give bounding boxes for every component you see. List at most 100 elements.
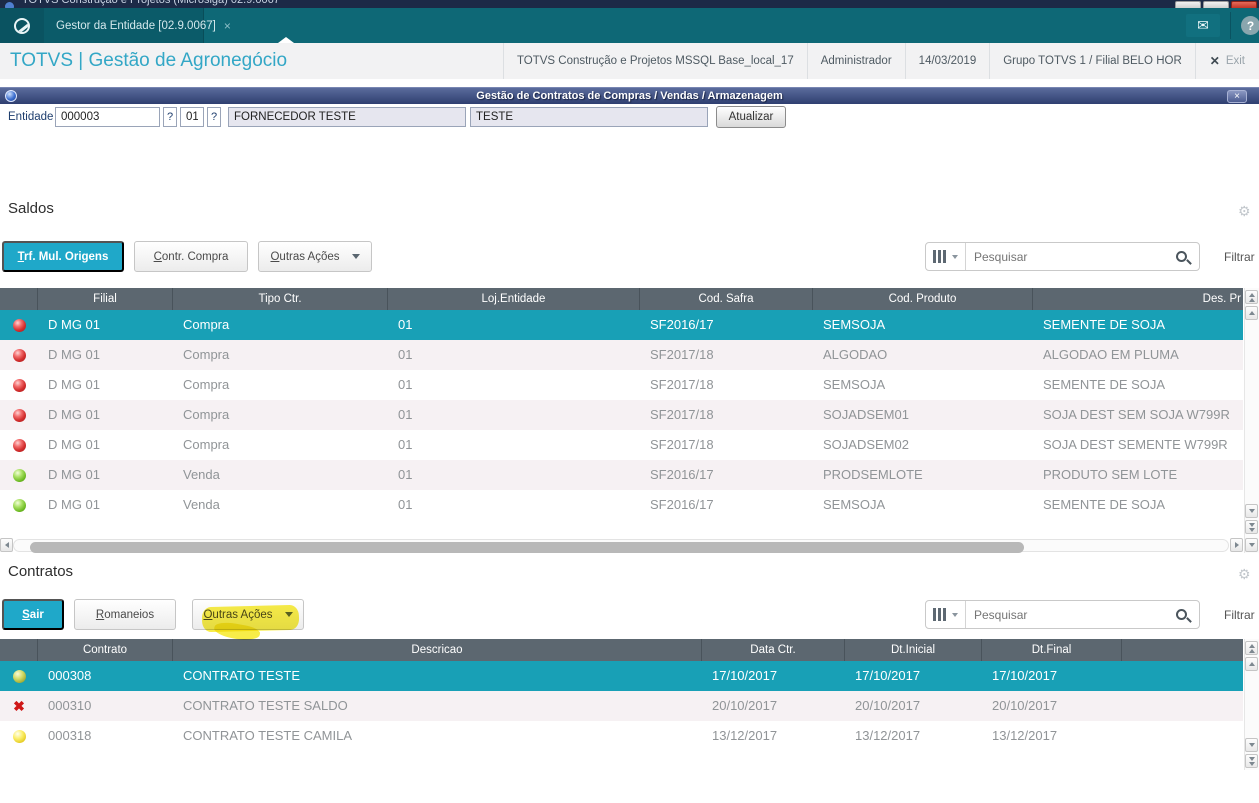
table-row[interactable]: D MG 01 Compra 01 SF2016/17 SEMSOJA SEME… [0, 310, 1243, 340]
column-header-produto[interactable]: Cod. Produto [813, 288, 1033, 310]
saldos-columns-filter-button[interactable] [926, 243, 966, 270]
status-icon [12, 378, 26, 392]
scrollbar-track[interactable] [13, 539, 1229, 553]
table-row[interactable]: ✖ 000310 CONTRATO TESTE SALDO 20/10/2017… [0, 691, 1243, 721]
column-header-loja[interactable]: Loj.Entidade [388, 288, 640, 310]
branch-label[interactable]: Grupo TOTVS 1 / Filial BELO HOR [989, 43, 1195, 79]
column-header-empty[interactable] [1122, 639, 1243, 661]
table-row[interactable]: 000318 CONTRATO TESTE CAMILA 13/12/2017 … [0, 721, 1243, 751]
help-button[interactable]: ? [1241, 16, 1259, 35]
scroll-up-button[interactable] [1245, 657, 1258, 671]
status-icon [12, 318, 26, 332]
entity-store-lookup-button[interactable]: ? [207, 107, 221, 127]
window-close-button[interactable] [1231, 1, 1257, 8]
romaneios-button[interactable]: Romaneios [74, 599, 176, 630]
table-row[interactable]: D MG 01 Compra 01 SF2017/18 ALGODAO ALGO… [0, 340, 1243, 370]
table-row[interactable]: 000308 CONTRATO TESTE 17/10/2017 17/10/2… [0, 661, 1243, 691]
chevron-down-icon [284, 612, 293, 617]
saldos-outras-acoes-button[interactable]: Outras Ações [258, 241, 372, 272]
scroll-first-button[interactable] [1245, 641, 1258, 655]
entity-code-lookup-button[interactable]: ? [163, 107, 177, 127]
update-button[interactable]: Atualizar [716, 106, 786, 128]
status-icon [12, 348, 26, 362]
column-header-filial[interactable]: Filial [38, 288, 173, 310]
search-icon[interactable] [1176, 609, 1187, 620]
window-title: TOTVS Construção e Projetos (Microsiga) … [22, 0, 280, 6]
saldos-vertical-scrollbar[interactable] [1244, 288, 1259, 553]
table-row[interactable]: D MG 01 Compra 01 SF2017/18 SOJADSEM02 S… [0, 430, 1243, 460]
column-header-status[interactable] [0, 288, 38, 310]
column-header-contrato[interactable]: Contrato [38, 639, 173, 661]
scroll-page-down-button[interactable] [1245, 538, 1258, 552]
exit-x-icon: ✕ [1209, 54, 1220, 68]
minimize-button[interactable] [1175, 1, 1201, 8]
scrollbar-thumb[interactable] [30, 542, 1024, 553]
scroll-first-button[interactable] [1245, 290, 1258, 304]
contratos-gear-icon[interactable]: ⚙ [1238, 566, 1251, 582]
contratos-vertical-scrollbar[interactable] [1244, 639, 1259, 770]
contratos-search-input[interactable] [966, 607, 1176, 622]
tab-bar: Gestor da Entidade [02.9.0067] × ✉ ? [0, 8, 1259, 43]
table-row[interactable]: D MG 01 Venda 01 SF2016/17 PRODSEMLOTE P… [0, 460, 1243, 490]
status-icon [12, 438, 26, 452]
user-label[interactable]: Administrador [806, 43, 905, 79]
mail-button[interactable]: ✉ [1186, 14, 1220, 37]
scroll-last-button[interactable] [1245, 520, 1258, 534]
exit-label: Exit [1225, 55, 1245, 67]
table-row[interactable]: D MG 01 Compra 01 SF2017/18 SEMSOJA SEME… [0, 370, 1243, 400]
column-header-descricao[interactable]: Des. Pr [1202, 293, 1241, 305]
status-icon [12, 468, 26, 482]
status-icon [12, 729, 26, 743]
scroll-last-button[interactable] [1245, 754, 1258, 768]
saldos-search-input[interactable] [966, 249, 1176, 264]
saldos-filter-link[interactable]: Filtrar [1224, 250, 1255, 264]
column-header-descricao[interactable]: Descricao [173, 639, 702, 661]
status-icon [12, 498, 26, 512]
contratos-section-title: Contratos [8, 563, 74, 580]
contratos-filter-link[interactable]: Filtrar [1224, 608, 1255, 622]
panel-title: Gestão de Contratos de Compras / Vendas … [476, 90, 783, 102]
totvs-logo-icon [14, 17, 30, 34]
trf-mul-origens-button[interactable]: Trf. Mul. Origens [2, 241, 124, 272]
panel-globe-icon [5, 90, 17, 102]
column-header-dt-final[interactable]: Dt.Final [982, 639, 1122, 661]
environment-label[interactable]: TOTVS Construção e Projetos MSSQL Base_l… [502, 43, 807, 79]
maximize-button[interactable] [1203, 1, 1229, 8]
entity-store-field[interactable] [180, 107, 204, 127]
sair-button[interactable]: Sair [2, 599, 64, 630]
saldos-horizontal-scrollbar[interactable] [0, 538, 1243, 553]
table-row[interactable]: D MG 01 Compra 01 SF2017/18 SOJADSEM01 S… [0, 400, 1243, 430]
exit-button[interactable]: ✕ Exit [1194, 43, 1259, 79]
contratos-outras-acoes-button[interactable]: Outras Ações [192, 599, 304, 630]
window-titlebar: TOTVS Construção e Projetos (Microsiga) … [0, 0, 1259, 8]
table-row[interactable]: D MG 01 Venda 01 SF2016/17 SEMSOJA SEMEN… [0, 490, 1243, 520]
scroll-right-button[interactable] [1230, 538, 1243, 552]
column-header-tipo[interactable]: Tipo Ctr. [173, 288, 388, 310]
contratos-columns-filter-button[interactable] [926, 601, 966, 628]
entity-code-field[interactable] [55, 107, 160, 127]
scroll-up-button[interactable] [1245, 306, 1258, 320]
tab-gestor-entidade[interactable]: Gestor da Entidade [02.9.0067] × [44, 8, 231, 43]
app-header: TOTVS | Gestão de Agronegócio TOTVS Cons… [0, 43, 1259, 79]
contratos-table-header: Contrato Descricao Data Ctr. Dt.Inicial … [0, 639, 1243, 661]
search-icon[interactable] [1176, 251, 1187, 262]
column-header-dt-inicial[interactable]: Dt.Inicial [845, 639, 982, 661]
column-header-safra[interactable]: Cod. Safra [640, 288, 813, 310]
status-icon [12, 408, 26, 422]
totvs-menu-button[interactable] [0, 8, 44, 43]
tab-close-icon[interactable]: × [223, 18, 231, 33]
contr-compra-label: Contr. Compra [153, 250, 229, 263]
scroll-left-button[interactable] [0, 538, 13, 552]
panel-close-button[interactable]: × [1227, 90, 1247, 103]
column-header-status[interactable] [0, 639, 38, 661]
status-error-icon: ✖ [13, 698, 25, 714]
contr-compra-button[interactable]: Contr. Compra [134, 241, 248, 272]
scroll-down-button[interactable] [1245, 738, 1258, 752]
date-label[interactable]: 14/03/2019 [904, 43, 990, 79]
scroll-down-button[interactable] [1245, 504, 1258, 518]
saldos-gear-icon[interactable]: ⚙ [1238, 203, 1251, 219]
contratos-outras-acoes-label: Outras Ações [203, 608, 273, 621]
status-icon [12, 669, 26, 683]
chevron-down-icon [351, 254, 360, 259]
column-header-data-ctr[interactable]: Data Ctr. [702, 639, 845, 661]
